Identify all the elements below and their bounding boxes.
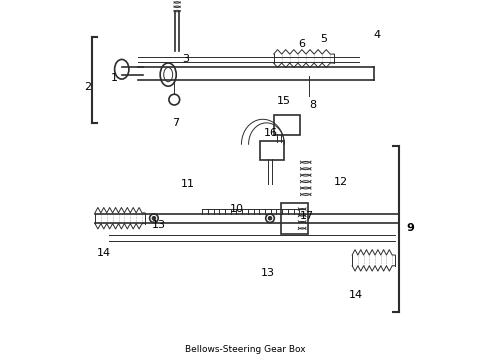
- Text: 11: 11: [181, 179, 195, 189]
- Circle shape: [268, 216, 272, 220]
- Text: 6: 6: [299, 39, 306, 49]
- Text: 9: 9: [406, 223, 414, 233]
- Text: 14: 14: [349, 290, 363, 300]
- Text: 17: 17: [300, 211, 314, 221]
- Text: 4: 4: [373, 30, 381, 40]
- Text: 7: 7: [172, 118, 179, 128]
- Text: 13: 13: [152, 220, 166, 230]
- Text: 15: 15: [276, 96, 291, 107]
- Text: 10: 10: [230, 203, 244, 213]
- Bar: [281, 203, 308, 234]
- Text: 2: 2: [84, 82, 91, 92]
- Text: Bellows-Steering Gear Box: Bellows-Steering Gear Box: [185, 345, 305, 354]
- Circle shape: [152, 216, 156, 220]
- Text: 13: 13: [261, 268, 275, 278]
- Text: 8: 8: [309, 100, 317, 110]
- Text: 16: 16: [264, 128, 278, 138]
- Text: 12: 12: [334, 177, 348, 187]
- Text: 1: 1: [111, 73, 118, 83]
- Text: 3: 3: [183, 54, 190, 64]
- Text: 5: 5: [320, 34, 327, 44]
- Text: 14: 14: [97, 248, 111, 258]
